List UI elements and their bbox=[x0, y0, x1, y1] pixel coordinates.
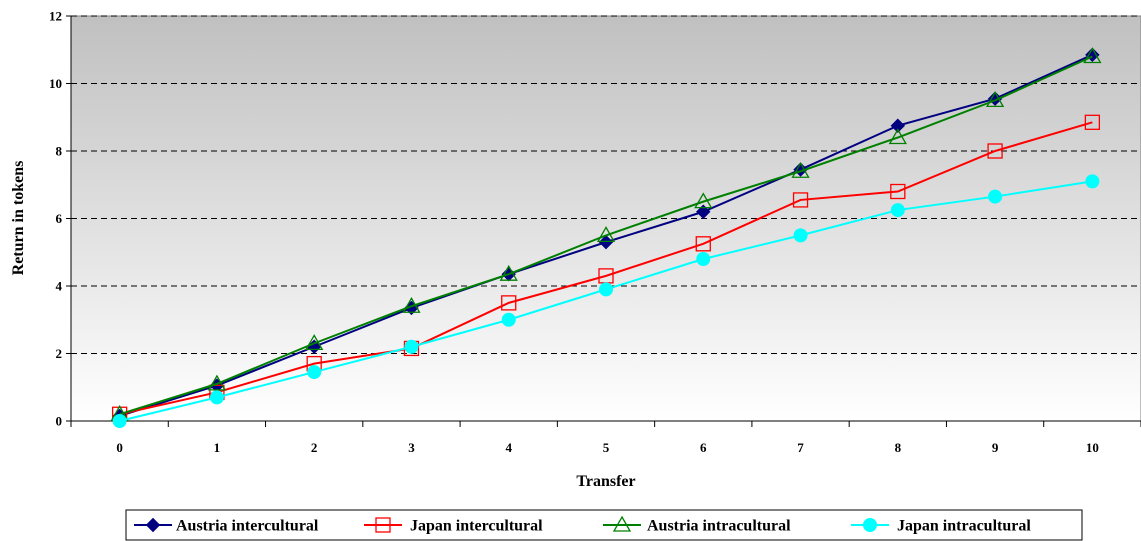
x-tick-label: 9 bbox=[992, 440, 999, 455]
legend-item: Austria intercultural bbox=[134, 518, 319, 535]
data-point bbox=[501, 295, 517, 311]
data-point bbox=[792, 192, 809, 208]
data-point bbox=[793, 228, 808, 243]
data-point bbox=[985, 91, 1005, 108]
y-tick-label: 10 bbox=[49, 76, 62, 91]
data-point bbox=[696, 252, 711, 266]
series-layer bbox=[110, 47, 1102, 428]
series-austria-intracultural bbox=[110, 47, 1102, 421]
data-point bbox=[402, 296, 421, 313]
y-tick-label: 2 bbox=[56, 346, 63, 361]
data-point bbox=[888, 128, 907, 145]
legend-marker bbox=[375, 517, 391, 533]
y-tick-label: 0 bbox=[56, 414, 63, 429]
y-tick-label: 6 bbox=[56, 211, 63, 226]
x-tick-label: 1 bbox=[214, 440, 221, 455]
data-point bbox=[791, 161, 810, 178]
x-tick-label: 2 bbox=[311, 440, 318, 455]
series-line bbox=[119, 55, 1093, 416]
y-tick-label: 8 bbox=[56, 144, 63, 159]
data-point bbox=[305, 334, 324, 351]
y-axis-title: Return in tokens bbox=[10, 161, 27, 276]
legend-marker bbox=[145, 517, 161, 533]
data-point bbox=[596, 226, 616, 243]
legend-marker bbox=[863, 518, 877, 532]
series-japan-intracultural bbox=[112, 174, 1100, 428]
legend-item: Japan intracultural bbox=[851, 518, 1031, 535]
data-point bbox=[112, 414, 127, 428]
data-point bbox=[695, 236, 711, 252]
legend-label: Japan intercultural bbox=[410, 518, 543, 535]
data-point bbox=[987, 143, 1003, 159]
data-point bbox=[890, 183, 906, 200]
y-tick-label: 4 bbox=[56, 279, 63, 294]
data-point bbox=[599, 282, 613, 297]
legend-label: Austria intracultural bbox=[647, 518, 791, 535]
legend-label: Austria intercultural bbox=[176, 518, 319, 535]
data-point bbox=[598, 234, 614, 250]
data-point bbox=[890, 118, 906, 133]
legend: Austria intercultural Japan intercultural… bbox=[125, 509, 1083, 541]
x-tick-label: 4 bbox=[505, 440, 512, 455]
x-tick-label: 7 bbox=[797, 440, 804, 455]
data-point bbox=[694, 192, 713, 209]
data-point bbox=[501, 312, 516, 327]
data-point bbox=[499, 264, 518, 281]
x-tick-label: 6 bbox=[700, 440, 707, 455]
x-tick-label: 8 bbox=[895, 440, 902, 455]
data-point bbox=[988, 189, 1003, 204]
x-tick-label: 10 bbox=[1086, 440, 1099, 455]
y-tick-label: 12 bbox=[49, 9, 62, 24]
x-tick-label: 0 bbox=[116, 440, 123, 455]
data-point bbox=[207, 374, 227, 391]
legend-marker bbox=[612, 515, 632, 532]
data-point bbox=[696, 204, 711, 219]
legend-label: Japan intracultural bbox=[897, 518, 1031, 535]
data-point bbox=[1085, 174, 1100, 189]
data-point bbox=[209, 390, 224, 405]
legend-item: Austria intracultural bbox=[603, 515, 791, 535]
data-point bbox=[404, 339, 419, 354]
data-point bbox=[1084, 114, 1101, 130]
data-point bbox=[1083, 47, 1102, 64]
x-tick-label: 3 bbox=[408, 440, 415, 455]
x-tick-label: 5 bbox=[603, 440, 610, 455]
data-point bbox=[307, 365, 322, 380]
legend-item: Japan intercultural bbox=[364, 517, 543, 535]
data-point bbox=[890, 203, 905, 218]
x-axis-title: Transfer bbox=[576, 473, 635, 490]
series-line bbox=[119, 121, 1093, 416]
